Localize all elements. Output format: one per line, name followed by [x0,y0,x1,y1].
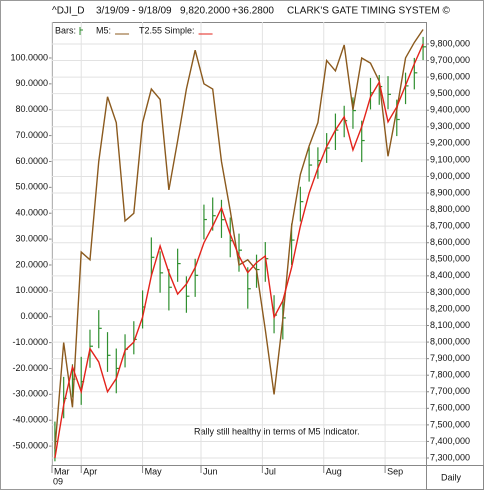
y2-tick-label: 7,700,000 [430,386,470,396]
y2-tick-label: 9,800,000 [430,38,470,48]
y2-tick-label: 8,500,000 [430,254,470,264]
y2-tick-label: 8,800,000 [430,204,470,214]
y-tick-label: 20.0000 [15,259,48,269]
x-tick-label: Jul [264,466,276,476]
y2-tick-label: 8,400,000 [430,270,470,280]
y2-tick-label: 8,200,000 [430,303,470,313]
legend-label: M5: [96,25,111,35]
y2-tick-label: 9,100,000 [430,154,470,164]
y-tick-label: 100.0000 [10,52,48,62]
x-tick-label: Aug [326,466,342,476]
symbol: ^DJI_D [52,6,84,17]
y2-tick-label: 7,500,000 [430,419,470,429]
y2-tick-label: 9,700,000 [430,55,470,65]
y-tick-label: 40.0000 [15,208,48,218]
x-tick-label: May [145,466,163,476]
y-tick-label: -50.0000 [12,440,48,450]
y2-tick-label: 9,000,000 [430,171,470,181]
change: +36.2800 [232,6,274,17]
y2-tick-label: 8,600,000 [430,237,470,247]
x-tick-label: Jun [203,466,218,476]
y-tick-label: 80.0000 [15,104,48,114]
y2-tick-label: 8,300,000 [430,287,470,297]
y-tick-label: -40.0000 [12,415,48,425]
line [54,43,424,459]
y-tick-label: 0.0000 [20,311,48,321]
y-tick-label: 50.0000 [15,182,48,192]
y2-tick-label: 7,300,000 [430,452,470,462]
period: Daily [441,472,462,482]
y2-tick-label: 7,400,000 [430,436,470,446]
last-price: 9,820.2000 [180,6,230,17]
y2-tick-label: 9,400,000 [430,105,470,115]
y2-tick-label: 8,000,000 [430,336,470,346]
y2-tick-label: 9,500,000 [430,88,470,98]
y-tick-label: 60.0000 [15,156,48,166]
y-tick-label: -30.0000 [12,389,48,399]
x-year: 09 [53,476,63,486]
y-tick-label: -10.0000 [12,337,48,347]
y2-tick-label: 8,700,000 [430,221,470,231]
y2-tick-label: 7,900,000 [430,353,470,363]
y2-tick-label: 8,900,000 [430,187,470,197]
y2-tick-label: 9,600,000 [430,71,470,81]
y2-tick-label: 9,200,000 [430,138,470,148]
chart-title: CLARK'S GATE TIMING SYSTEM © [287,6,450,17]
legend-label: Bars: [55,25,76,35]
x-tick-label: Apr [83,466,97,476]
date-range: 3/19/09 - 9/18/09 [96,6,172,17]
annotation: Rally still healthy in terms of M5 Indic… [194,426,360,436]
y-tick-label: 70.0000 [15,130,48,140]
y-tick-label: 10.0000 [15,285,48,295]
legend-label: T2.55 Simple: [139,25,195,35]
y-tick-label: -20.0000 [12,363,48,373]
y2-tick-label: 7,800,000 [430,370,470,380]
y2-tick-label: 7,600,000 [430,403,470,413]
y2-tick-label: 8,100,000 [430,320,470,330]
y-tick-label: 30.0000 [15,233,48,243]
line [54,29,424,449]
y-tick-label: 90.0000 [15,78,48,88]
x-tick-label: Mar [54,466,70,476]
y2-tick-label: 9,300,000 [430,121,470,131]
x-tick-label: Sep [387,466,403,476]
